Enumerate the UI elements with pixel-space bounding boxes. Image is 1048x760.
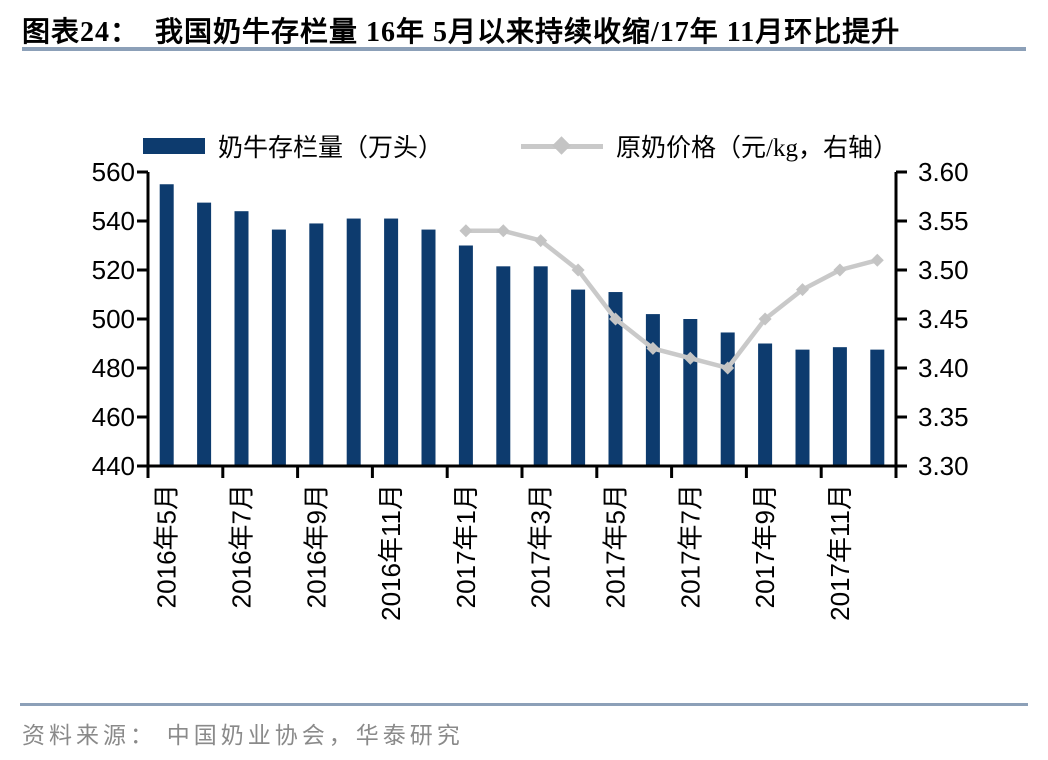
x-axis-tick-label: 2017年11月: [825, 484, 855, 621]
source-note: 资料来源： 中国奶业协会，华泰研究: [22, 723, 464, 748]
bar-2016年10月: [346, 218, 361, 466]
right-axis-tick-label: 3.35: [918, 402, 969, 432]
right-axis-tick-label: 3.50: [918, 255, 969, 285]
line-point-marker: [496, 224, 510, 238]
line-point-marker: [534, 234, 548, 248]
line-point-marker: [571, 263, 585, 277]
bar-2017年2月: [496, 266, 511, 466]
right-axis-tick-label: 3.55: [918, 206, 969, 236]
x-axis-tick-label: 2016年11月: [376, 484, 406, 621]
x-axis-tick-label: 2017年1月: [451, 484, 481, 608]
left-axis-tick-label: 520: [92, 255, 135, 285]
bar-series-swatch: [143, 138, 205, 154]
x-axis-tick-label: 2017年5月: [601, 484, 631, 608]
bar-2017年1月: [458, 245, 473, 466]
figure-title: 图表24： 我国奶牛存栏量 16年 5月以来持续收缩/17年 11月环比提升: [22, 17, 901, 48]
left-axis-tick-label: 460: [92, 402, 135, 432]
footer-divider: [20, 703, 1028, 706]
line-point-marker: [721, 361, 735, 375]
bar-2016年7月: [234, 211, 249, 466]
left-axis-tick-label: 500: [92, 304, 135, 334]
left-axis-tick-label: 560: [92, 157, 135, 187]
bar-2016年12月: [421, 229, 436, 466]
left-axis-tick-label: 480: [92, 353, 135, 383]
right-axis-tick-label: 3.30: [918, 451, 969, 481]
x-axis-tick-label: 2016年5月: [152, 484, 182, 608]
line-point-marker: [646, 341, 660, 355]
line-series-swatch: [521, 136, 603, 155]
bar-2017年7月: [683, 319, 698, 466]
legend-item-herd: 奶牛存栏量（万头）: [143, 130, 443, 162]
right-axis-tick-label: 3.45: [918, 304, 969, 334]
bar-2017年12月: [870, 349, 885, 466]
line-point-marker: [683, 351, 697, 365]
line-point-marker: [758, 312, 772, 326]
x-axis-tick-label: 2016年7月: [227, 484, 257, 608]
bar-2017年3月: [533, 266, 548, 466]
bar-2016年9月: [309, 223, 324, 466]
bar-2017年6月: [645, 314, 660, 466]
line-point-marker: [796, 283, 809, 297]
bar-2017年11月: [832, 347, 847, 466]
bar-2017年10月: [795, 349, 810, 466]
line-point-marker: [870, 253, 884, 267]
bar-2017年8月: [720, 332, 735, 466]
bar-series-label: 奶牛存栏量（万头）: [218, 135, 444, 162]
x-axis-tick-label: 2017年7月: [675, 484, 705, 608]
line-point-marker: [609, 312, 622, 326]
bar-2016年6月: [197, 202, 212, 466]
title-divider: [22, 47, 1026, 51]
left-axis-tick-label: 540: [92, 206, 135, 236]
right-axis-tick-label: 3.40: [918, 353, 969, 383]
price-line: [463, 228, 880, 371]
right-axis-tick-label: 3.60: [918, 157, 969, 187]
left-axis-tick-label: 440: [92, 451, 135, 481]
x-axis-tick-label: 2017年9月: [750, 484, 780, 608]
legend-item-price: 原奶价格（元/kg，右轴）: [521, 130, 898, 162]
combo-chart: 560 540 520 500 480 460 440 3.60 3.55 3.50 3.45 3.4…: [92, 157, 969, 621]
line-series-label: 原奶价格（元/kg，右轴）: [616, 135, 898, 162]
bar-2017年4月: [571, 289, 586, 466]
line-point-marker: [833, 263, 847, 277]
bar-2016年8月: [271, 229, 286, 466]
bar-2017年5月: [608, 292, 623, 466]
bar-2016年5月: [159, 184, 174, 466]
bar-2016年11月: [384, 218, 399, 466]
bar-2017年9月: [758, 343, 773, 466]
line-point-marker: [459, 224, 473, 238]
x-axis-tick-label: 2016年9月: [301, 484, 331, 608]
x-axis-tick-label: 2017年3月: [526, 484, 556, 608]
